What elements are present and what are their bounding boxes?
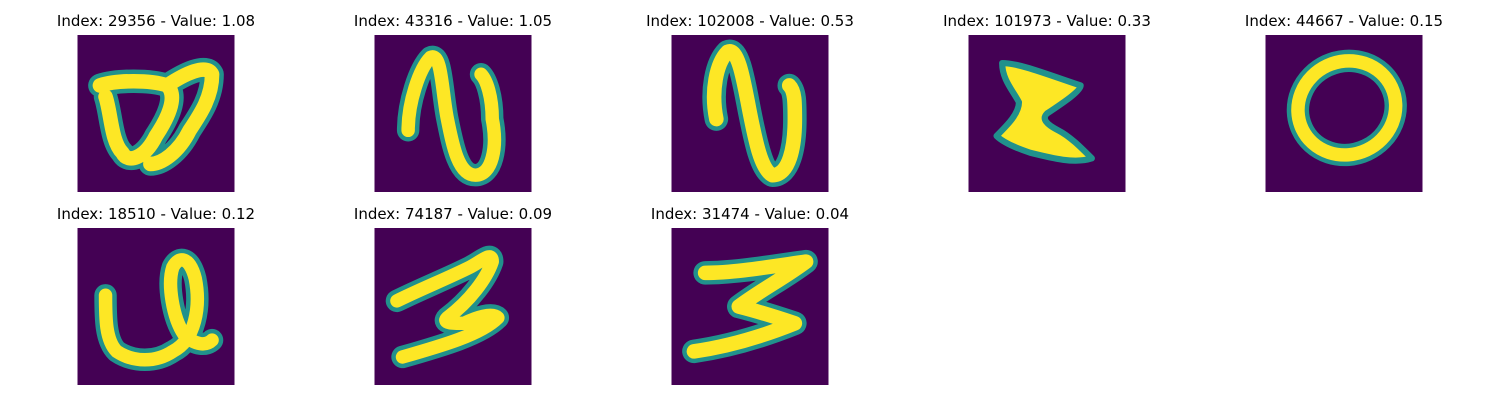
image-panel-6: Index: 18510 - Value: 0.12 (6, 205, 306, 390)
panel-title: Index: 29356 - Value: 1.08 (56, 12, 256, 30)
digit-image-oval-zero (1265, 35, 1423, 192)
digit-image-zigzag-z (671, 228, 829, 385)
panel-title: Index: 31474 - Value: 0.04 (650, 205, 850, 223)
image-panel-2: Index: 43316 - Value: 1.05 (303, 12, 603, 197)
digit-image-z-blob (968, 35, 1126, 192)
panel-title: Index: 101973 - Value: 0.33 (943, 12, 1151, 30)
digit-image-wavy-n (671, 35, 829, 192)
panel-title: Index: 74187 - Value: 0.09 (353, 205, 553, 223)
panel-title: Index: 102008 - Value: 0.53 (646, 12, 854, 30)
image-panel-1: Index: 29356 - Value: 1.08 (6, 12, 306, 197)
digit-image-slanted-two (374, 228, 532, 385)
digit-image-cursive-loop (77, 228, 235, 385)
panel-title: Index: 43316 - Value: 1.05 (353, 12, 553, 30)
image-panel-3: Index: 102008 - Value: 0.53 (600, 12, 900, 197)
panel-title: Index: 44667 - Value: 0.15 (1244, 12, 1444, 30)
image-panel-5: Index: 44667 - Value: 0.15 (1194, 12, 1494, 197)
digit-image-open-loop (77, 35, 235, 192)
image-panel-8: Index: 31474 - Value: 0.04 (600, 205, 900, 390)
image-panel-4: Index: 101973 - Value: 0.33 (897, 12, 1197, 197)
digit-image-wavy-n (374, 35, 532, 192)
image-panel-7: Index: 74187 - Value: 0.09 (303, 205, 603, 390)
panel-title: Index: 18510 - Value: 0.12 (56, 205, 256, 223)
